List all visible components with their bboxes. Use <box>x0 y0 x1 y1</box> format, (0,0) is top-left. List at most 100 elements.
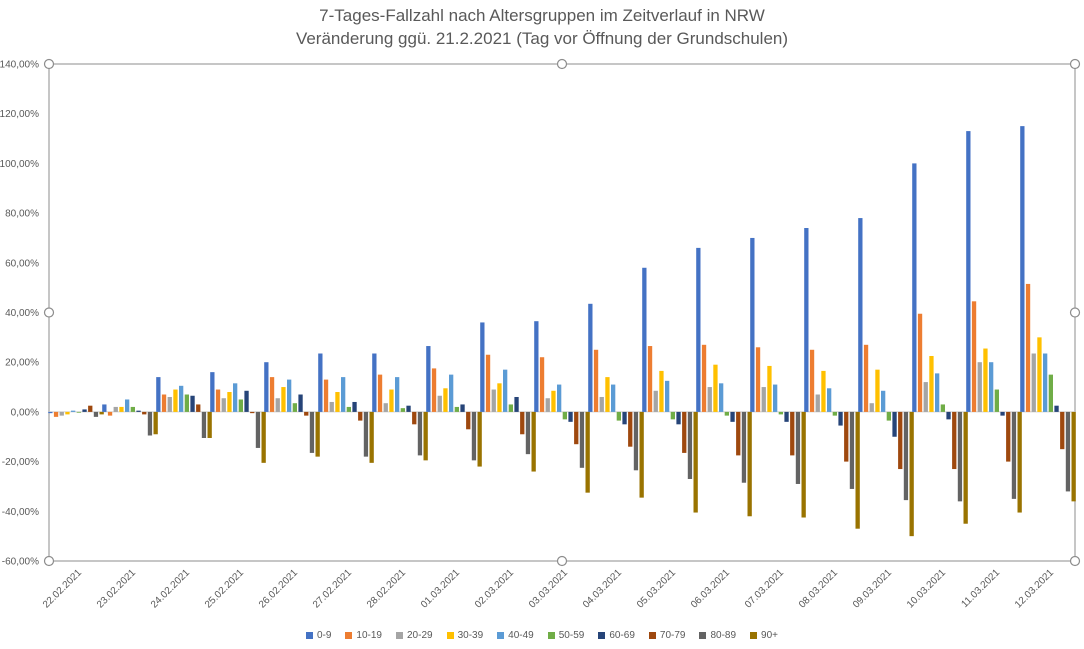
bar <box>1065 411 1071 492</box>
bar <box>147 411 153 436</box>
bar <box>210 372 215 412</box>
bar <box>687 411 693 479</box>
resize-handle[interactable] <box>556 58 568 70</box>
resize-handle[interactable] <box>1069 58 1081 70</box>
legend-swatch <box>497 632 505 639</box>
x-tick-label: 27.02.2021 <box>311 567 354 610</box>
bar <box>642 267 647 412</box>
bar <box>480 322 485 412</box>
y-tick-label: 100,00% <box>0 159 39 170</box>
y-tick-label: -40,00% <box>2 507 39 518</box>
bar <box>593 349 599 412</box>
y-tick-label: 0,00% <box>11 407 39 418</box>
bar <box>329 401 334 412</box>
bar <box>227 392 232 412</box>
legend-swatch <box>648 632 656 639</box>
bar <box>551 390 556 412</box>
bar <box>863 344 869 412</box>
bar <box>971 301 977 412</box>
resize-handle[interactable] <box>43 555 55 567</box>
bar <box>730 411 735 422</box>
bar <box>153 411 158 435</box>
bar <box>1025 283 1031 412</box>
bar <box>696 247 701 412</box>
bar <box>173 389 178 412</box>
bar <box>881 390 886 412</box>
resize-handle[interactable] <box>1069 307 1081 318</box>
bar <box>693 411 698 513</box>
bar <box>287 379 292 412</box>
bar <box>130 406 135 412</box>
x-tick-label: 11.03.2021 <box>959 567 1002 610</box>
legend-swatch <box>305 632 313 639</box>
legend-swatch <box>699 632 707 639</box>
bar <box>318 353 323 412</box>
bar <box>557 384 562 412</box>
bar <box>676 411 681 425</box>
bar <box>605 377 610 412</box>
bar <box>719 383 724 412</box>
bar <box>377 374 383 412</box>
bar <box>628 411 633 447</box>
bar <box>935 373 940 412</box>
bar <box>963 411 968 524</box>
legend-item: 80-89 <box>699 630 736 641</box>
resize-handle[interactable] <box>556 555 568 567</box>
resize-handle[interactable] <box>43 307 55 318</box>
x-tick-label: 04.03.2021 <box>581 567 624 610</box>
bar <box>929 355 934 412</box>
x-tick-label: 24.02.2021 <box>149 567 192 610</box>
y-tick-label: 140,00% <box>0 60 39 71</box>
bar <box>400 408 405 412</box>
bar <box>977 362 982 412</box>
bar <box>508 404 513 412</box>
y-tick-label: 20,00% <box>5 358 39 369</box>
bar <box>844 411 849 462</box>
legend-swatch <box>345 632 353 639</box>
bar <box>449 374 454 412</box>
bar <box>82 409 87 412</box>
bar <box>190 395 195 412</box>
x-tick-label: 26.02.2021 <box>257 567 300 610</box>
bar <box>298 394 303 412</box>
bar <box>855 411 860 529</box>
legend-label: 50-59 <box>558 630 585 641</box>
y-tick-label: -60,00% <box>2 557 39 568</box>
bar <box>196 404 201 412</box>
x-tick-label: 12.03.2021 <box>1013 567 1056 610</box>
x-tick-label: 23.02.2021 <box>95 567 138 610</box>
bar <box>531 411 536 472</box>
bar <box>585 411 590 493</box>
bar <box>713 364 718 412</box>
bar <box>477 411 482 467</box>
legend-label: 20-29 <box>407 630 433 641</box>
bar <box>383 403 388 412</box>
bar <box>804 228 809 412</box>
bar <box>670 411 675 420</box>
resize-handle[interactable] <box>43 58 55 70</box>
bar <box>76 411 81 413</box>
bar <box>107 411 113 416</box>
bar <box>167 396 172 412</box>
bar <box>431 368 437 412</box>
bar <box>423 411 428 461</box>
bar <box>940 404 945 412</box>
legend-item: 60-69 <box>598 630 635 641</box>
resize-handle[interactable] <box>1069 555 1081 567</box>
bar <box>454 406 459 412</box>
bar <box>653 390 658 412</box>
bar <box>755 347 761 412</box>
bar <box>659 370 664 412</box>
x-tick-label: 22.02.2021 <box>41 567 84 610</box>
bar <box>747 411 752 517</box>
bar <box>892 411 897 437</box>
bar <box>369 411 374 463</box>
x-tick-label: 28.02.2021 <box>365 567 408 610</box>
legend-item: 40-49 <box>497 630 534 641</box>
bar <box>1071 411 1076 502</box>
bar <box>93 411 99 417</box>
legend-label: 90+ <box>761 630 779 641</box>
x-tick-label: 08.03.2021 <box>797 567 840 610</box>
legend-swatch <box>446 632 454 639</box>
bar <box>952 411 957 470</box>
